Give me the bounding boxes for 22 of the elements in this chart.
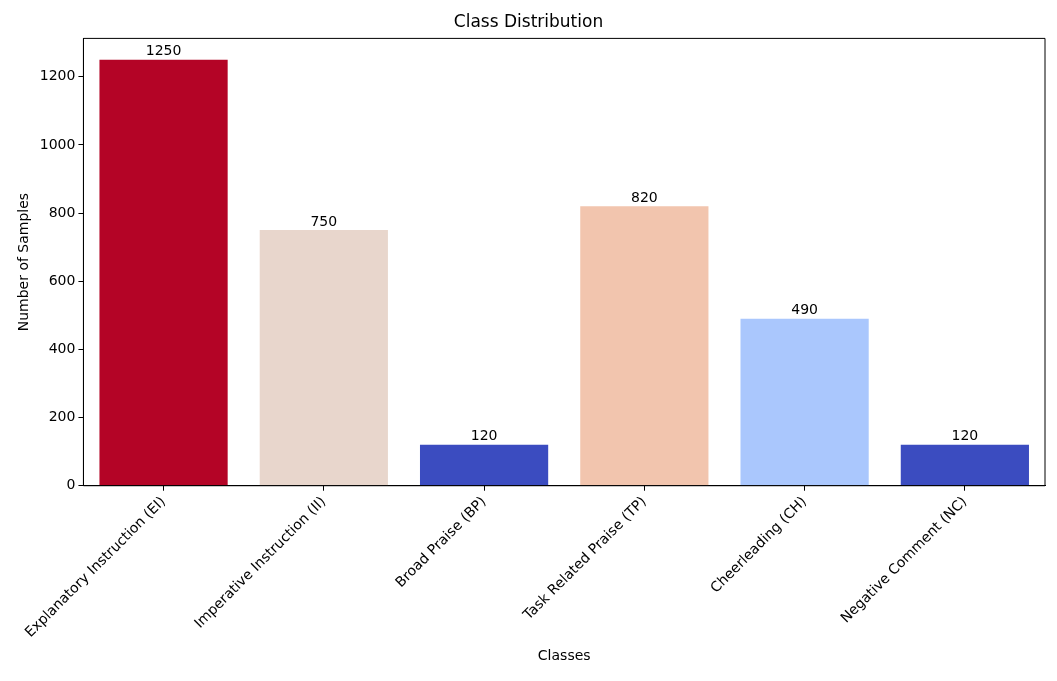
- y-axis-title: Number of Samples: [15, 192, 32, 332]
- bar: [99, 59, 228, 486]
- data-label: 750: [310, 212, 338, 229]
- bar: [740, 318, 869, 486]
- data-label: 120: [470, 427, 498, 444]
- y-tick-label: 200: [48, 408, 76, 425]
- bar: [580, 206, 709, 486]
- y-tick-label: 600: [48, 271, 76, 288]
- data-label: 490: [791, 301, 818, 318]
- bar: [419, 444, 549, 486]
- y-tick-label: 0: [66, 476, 76, 493]
- data-label: 120: [951, 427, 979, 444]
- data-label: 820: [630, 188, 658, 205]
- y-tick-label: 800: [48, 203, 76, 220]
- bar: [259, 230, 388, 486]
- y-tick-label: 1200: [39, 67, 76, 84]
- chart-title: Class Distribution: [453, 10, 604, 31]
- x-axis-title: Classes: [537, 647, 591, 664]
- y-tick-label: 400: [48, 340, 76, 357]
- data-label: 1250: [145, 42, 182, 59]
- y-tick-label: 1000: [39, 135, 76, 152]
- bar: [900, 444, 1029, 486]
